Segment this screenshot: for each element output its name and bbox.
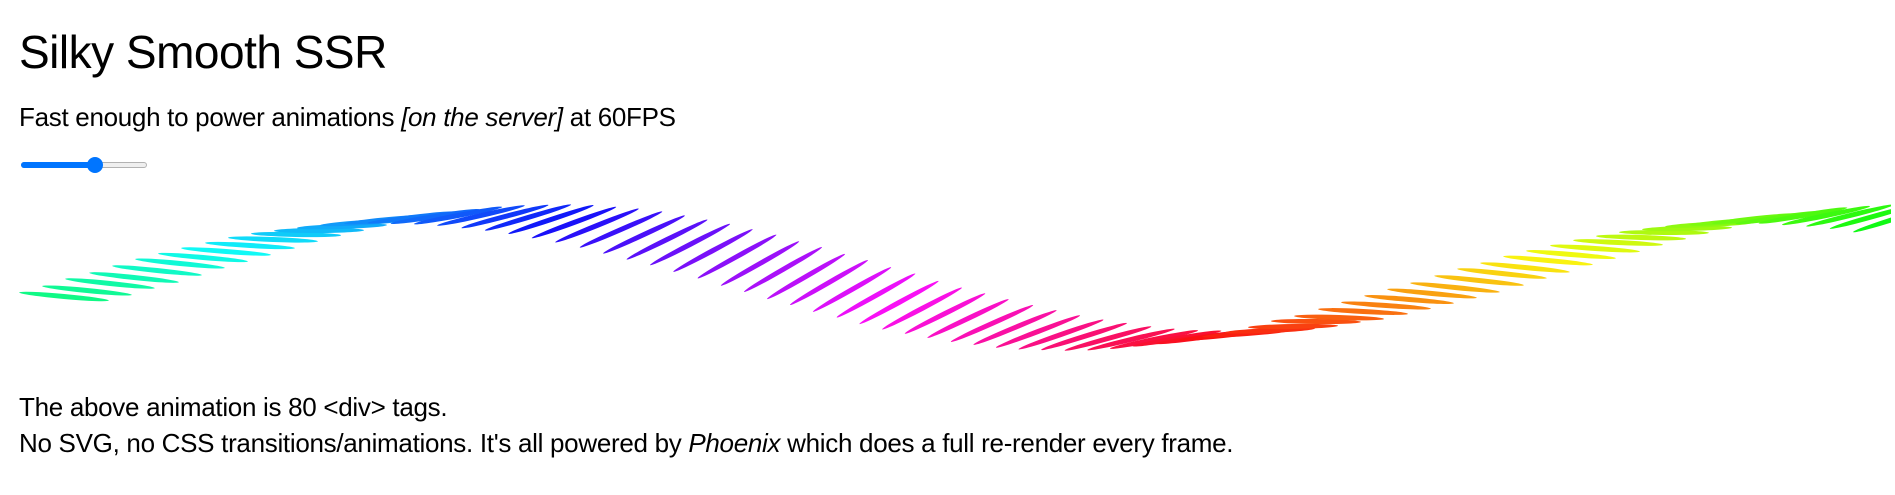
slider-fill bbox=[21, 162, 95, 168]
speed-slider[interactable] bbox=[19, 157, 150, 173]
caption-suffix: which does a full re-render every frame. bbox=[780, 428, 1234, 458]
subtitle-emphasis: [on the server] bbox=[401, 102, 563, 132]
caption-text: No SVG, no CSS transitions/animations. I… bbox=[19, 428, 689, 458]
wave-animation bbox=[19, 180, 1891, 370]
caption-emphasis: Phoenix bbox=[688, 428, 781, 458]
page-subtitle: Fast enough to power animations [on the … bbox=[19, 100, 676, 134]
caption-phoenix: No SVG, no CSS transitions/animations. I… bbox=[19, 426, 1234, 460]
wave-blade bbox=[1248, 323, 1339, 330]
subtitle-text: Fast enough to power animations bbox=[19, 102, 402, 132]
slider-thumb[interactable] bbox=[87, 157, 103, 173]
page-title: Silky Smooth SSR bbox=[19, 26, 387, 78]
caption-div-count: The above animation is 80 <div> tags. bbox=[19, 392, 448, 422]
subtitle-suffix: at 60FPS bbox=[562, 102, 676, 132]
